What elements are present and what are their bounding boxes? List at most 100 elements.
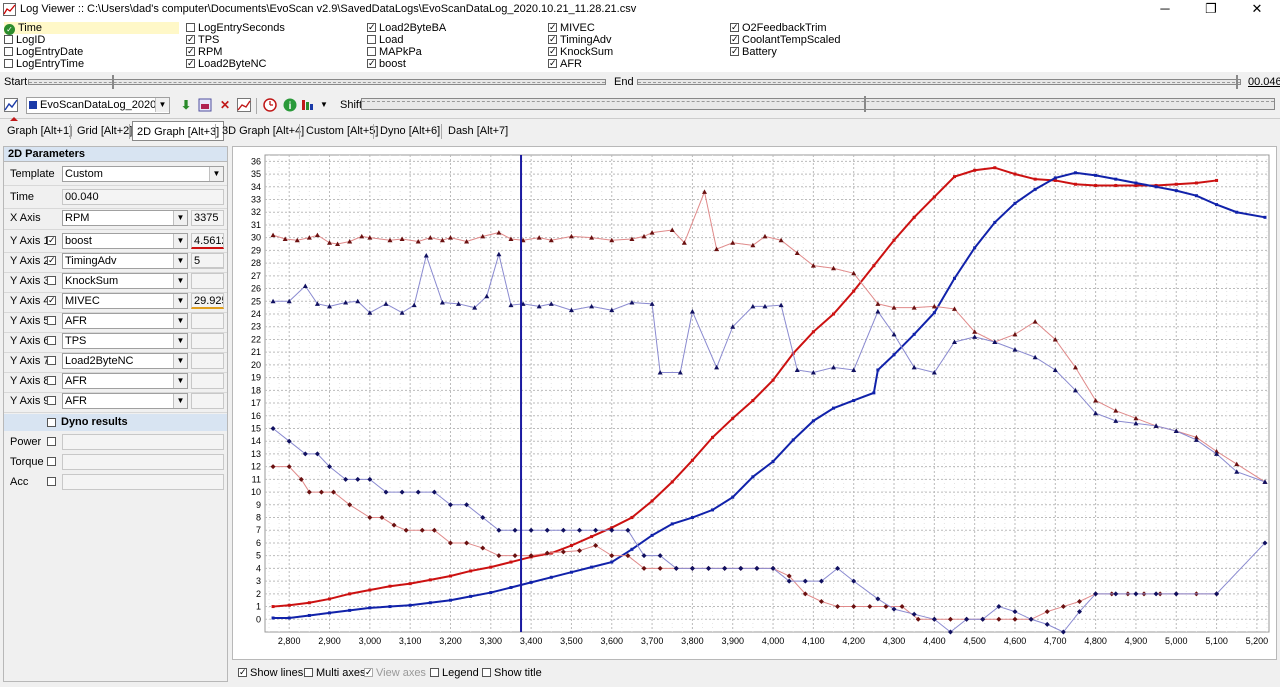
field-checkbox[interactable]	[367, 35, 376, 44]
field-checkbox[interactable]	[548, 47, 557, 56]
show-lines-checkbox[interactable]	[238, 668, 247, 677]
field-checkbox[interactable]	[548, 35, 557, 44]
field-load2bytenc[interactable]: Load2ByteNC	[186, 58, 267, 70]
minimize-button[interactable]: ─	[1160, 1, 1170, 16]
field-checkbox[interactable]	[367, 59, 376, 68]
shift-slider[interactable]	[361, 98, 1275, 110]
tab-grid[interactable]: Grid [Alt+2]	[77, 125, 133, 137]
log-file-select[interactable]: EvoScanDataLog_2020.10.2 ▼	[26, 97, 170, 114]
tab-custom[interactable]: Custom [Alt+5]	[306, 125, 379, 137]
dyno-checkbox[interactable]	[47, 418, 56, 427]
yaxis-checkbox[interactable]	[47, 256, 56, 265]
legend-checkbox[interactable]	[430, 668, 439, 677]
field-logid[interactable]: LogID	[4, 34, 45, 46]
field-checkbox[interactable]	[548, 59, 557, 68]
field-logentrydate[interactable]: LogEntryDate	[4, 46, 83, 58]
tab-2d[interactable]: 2D Graph [Alt+3]	[132, 121, 225, 141]
field-checkbox[interactable]	[4, 47, 13, 56]
power-checkbox[interactable]	[47, 437, 56, 446]
yaxis-select[interactable]: MIVEC ▼	[62, 293, 188, 309]
xaxis-select[interactable]: RPM ▼	[62, 210, 188, 226]
show-title-option[interactable]: Show title	[482, 667, 542, 679]
field-rpm[interactable]: RPM	[186, 46, 222, 58]
image-icon[interactable]	[198, 98, 212, 112]
field-boost[interactable]: boost	[367, 58, 406, 70]
yaxis-select[interactable]: Load2ByteNC ▼	[62, 353, 188, 369]
field-battery[interactable]: Battery	[730, 46, 777, 58]
field-o2feedbacktrim[interactable]: O2FeedbackTrim	[730, 22, 827, 34]
yaxis-checkbox[interactable]	[47, 236, 56, 245]
remove-icon[interactable]: ✕	[219, 98, 231, 112]
close-button[interactable]: ✕	[1251, 1, 1263, 16]
yaxis-select[interactable]: KnockSum ▼	[62, 273, 188, 289]
multi-axes-option[interactable]: Multi axes	[304, 667, 366, 679]
chart-area[interactable]: 0 1 2 3 4 5 6 7 8 9 10 11 12 13 14 15 16 17 18 19 20 21 22 23 24…	[232, 146, 1277, 660]
shift-slider-thumb[interactable]	[864, 96, 866, 112]
field-tps[interactable]: TPS	[186, 34, 219, 46]
graph-icon[interactable]	[237, 98, 251, 112]
2d-graph-chart[interactable]: 0123456789101112131415161718192021222324…	[233, 147, 1276, 659]
yaxis-checkbox[interactable]	[47, 276, 56, 285]
end-slider-thumb[interactable]	[1236, 75, 1238, 89]
yaxis-select[interactable]: boost ▼	[62, 233, 188, 249]
field-coolanttempscaled[interactable]: CoolantTempScaled	[730, 34, 840, 46]
field-checkbox[interactable]	[367, 47, 376, 56]
info-icon[interactable]: i	[283, 98, 297, 112]
y-tick-label: 2	[256, 589, 261, 599]
field-checkbox[interactable]	[186, 23, 195, 32]
field-knocksum[interactable]: KnockSum	[548, 46, 613, 58]
template-select[interactable]: Custom ▼	[62, 166, 224, 182]
end-slider[interactable]	[637, 79, 1241, 85]
yaxis-checkbox[interactable]	[47, 376, 56, 385]
field-load[interactable]: Load	[367, 34, 403, 46]
settings-icon[interactable]	[301, 98, 315, 112]
yaxis-select[interactable]: AFR ▼	[62, 373, 188, 389]
yaxis-checkbox[interactable]	[47, 356, 56, 365]
field-checkbox[interactable]	[730, 47, 739, 56]
chart-icon[interactable]	[4, 98, 18, 112]
field-logentryseconds[interactable]: LogEntrySeconds	[186, 22, 285, 34]
yaxis-select[interactable]: AFR ▼	[62, 393, 188, 409]
torque-checkbox[interactable]	[47, 457, 56, 466]
download-arrow-icon[interactable]: ⬇	[180, 98, 192, 112]
show-title-checkbox[interactable]	[482, 668, 491, 677]
field-checkbox[interactable]	[4, 59, 13, 68]
field-checkbox[interactable]	[730, 35, 739, 44]
yaxis-checkbox[interactable]	[47, 296, 56, 305]
yaxis-checkbox[interactable]	[47, 336, 56, 345]
chevron-down-icon[interactable]: ▼	[320, 100, 328, 109]
field-checkbox[interactable]	[186, 35, 195, 44]
field-checkbox[interactable]	[367, 23, 376, 32]
show-lines-option[interactable]: Show lines	[238, 667, 303, 679]
check-circle-icon[interactable]: ✓	[4, 24, 15, 35]
field-mapkpa[interactable]: MAPkPa	[367, 46, 422, 58]
legend-option[interactable]: Legend	[430, 667, 479, 679]
yaxis-select[interactable]: TimingAdv ▼	[62, 253, 188, 269]
data-point-load2bytenc	[731, 416, 735, 420]
field-checkbox[interactable]	[186, 47, 195, 56]
restore-button[interactable]: ❐	[1205, 1, 1217, 16]
clock-icon[interactable]	[263, 98, 277, 112]
tab-graph[interactable]: Graph [Alt+1]	[7, 125, 73, 137]
yaxis-select[interactable]: TPS ▼	[62, 333, 188, 349]
field-load2byteba[interactable]: Load2ByteBA	[367, 22, 446, 34]
field-checkbox[interactable]	[4, 35, 13, 44]
field-logentrytime[interactable]: LogEntryTime	[4, 58, 84, 70]
field-afr[interactable]: AFR	[548, 58, 582, 70]
yaxis-checkbox[interactable]	[47, 396, 56, 405]
field-timingadv[interactable]: TimingAdv	[548, 34, 612, 46]
field-time[interactable]: ✓ Time	[4, 22, 179, 35]
tab-3d[interactable]: 3D Graph [Alt+4]	[222, 125, 305, 137]
field-checkbox[interactable]	[548, 23, 557, 32]
start-slider-thumb[interactable]	[112, 75, 114, 89]
start-slider[interactable]	[28, 79, 606, 85]
field-mivec[interactable]: MIVEC	[548, 22, 595, 34]
tab-dash[interactable]: Dash [Alt+7]	[448, 125, 509, 137]
field-checkbox[interactable]	[730, 23, 739, 32]
tab-dyno[interactable]: Dyno [Alt+6]	[380, 125, 441, 137]
acc-checkbox[interactable]	[47, 477, 56, 486]
field-checkbox[interactable]	[186, 59, 195, 68]
yaxis-select[interactable]: AFR ▼	[62, 313, 188, 329]
multi-axes-checkbox[interactable]	[304, 668, 313, 677]
yaxis-checkbox[interactable]	[47, 316, 56, 325]
